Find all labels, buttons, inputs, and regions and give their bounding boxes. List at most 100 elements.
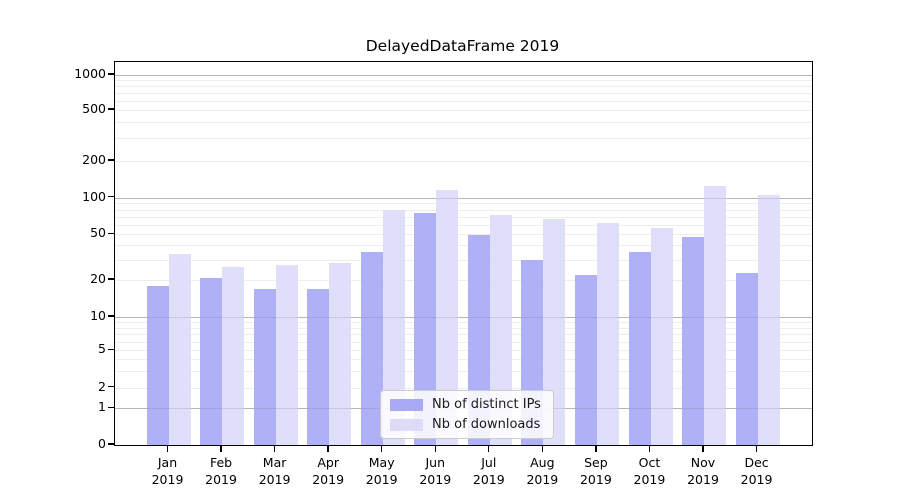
x-tick-label: Nov 2019 (676, 454, 730, 488)
bar-nb-of-downloads-jan (168, 253, 191, 445)
x-tick-year: 2019 (687, 472, 719, 487)
gridline-minor (115, 86, 812, 88)
y-tick-label: 5 (98, 341, 106, 357)
x-tick-label: Apr 2019 (301, 454, 355, 488)
x-tick-month: May (368, 455, 395, 470)
x-tick-month: Dec (744, 455, 769, 470)
gridline-minor (115, 234, 812, 236)
gridline-minor (115, 122, 812, 124)
bar-nb-of-downloads-nov (704, 185, 726, 445)
bar-nb-of-distinct-ips-mar (253, 288, 276, 445)
legend-label-downloads: Nb of downloads (432, 417, 541, 432)
plot-area (114, 61, 813, 446)
x-tick-label: Dec 2019 (730, 454, 784, 488)
legend-item-downloads: Nb of downloads (390, 417, 541, 432)
y-tick-mark (108, 196, 114, 198)
x-tick-year: 2019 (526, 472, 559, 487)
x-tick-mark (541, 445, 544, 452)
y-tick-mark (108, 232, 114, 234)
gridline-minor (115, 371, 812, 373)
gridline-minor (115, 110, 812, 111)
x-tick-year: 2019 (419, 472, 452, 487)
gridline-minor (115, 216, 812, 218)
x-tick-mark (595, 445, 597, 452)
bar-nb-of-downloads-dec (757, 195, 780, 445)
x-tick-month: Feb (209, 455, 233, 470)
x-tick-year: 2019 (151, 472, 184, 487)
x-tick-month: Mar (262, 455, 287, 470)
gridline-minor (115, 203, 812, 205)
x-tick-mark (702, 445, 704, 452)
y-tick-label: 1000 (74, 66, 106, 81)
gridline-minor (115, 100, 812, 102)
gridline-major-overlay (115, 197, 812, 199)
gridline-major-overlay (115, 75, 812, 76)
x-tick-month: Sep (584, 455, 608, 470)
gridline-minor (115, 350, 812, 352)
y-tick-mark (108, 315, 114, 317)
y-tick-mark (108, 73, 114, 75)
gridline-major (115, 197, 812, 199)
x-tick-mark (327, 445, 329, 452)
legend: Nb of distinct IPs Nb of downloads (380, 390, 554, 439)
y-tick-mark (108, 159, 114, 161)
bar-nb-of-downloads-apr (329, 263, 352, 445)
x-tick-year: 2019 (740, 472, 773, 487)
gridline-major (115, 75, 812, 76)
x-tick-month: Apr (317, 455, 339, 470)
x-tick-month: Aug (530, 455, 555, 470)
x-tick-mark (273, 445, 276, 452)
x-tick-label: Aug 2019 (515, 454, 569, 488)
gridline-minor (115, 259, 812, 261)
x-tick-year: 2019 (312, 472, 345, 487)
x-tick-label: Mar 2019 (248, 454, 302, 488)
bar-nb-of-downloads-may (382, 209, 405, 445)
bar-nb-of-distinct-ips-feb (200, 277, 222, 445)
gridline-minor (115, 161, 812, 162)
x-tick-year: 2019 (579, 472, 612, 487)
bar-nb-of-downloads-jun (436, 190, 459, 445)
x-tick-label: Jun 2019 (408, 454, 462, 488)
x-tick-mark (648, 445, 651, 452)
y-tick-mark (108, 278, 114, 280)
bar-nb-of-downloads-jul (489, 215, 512, 445)
x-tick-year: 2019 (205, 472, 237, 487)
y-tick-mark (108, 406, 114, 408)
gridline-minor (115, 224, 812, 226)
y-tick-mark (108, 386, 114, 388)
x-tick-label: Oct 2019 (622, 454, 676, 488)
x-tick-month: Oct (638, 455, 661, 470)
bar-nb-of-distinct-ips-apr (307, 288, 330, 445)
x-tick-month: Jul (481, 455, 497, 470)
x-tick-month: Jun (425, 455, 446, 470)
y-tick-label: 20 (90, 271, 106, 286)
bar-nb-of-distinct-ips-nov (682, 237, 704, 445)
gridline-minor (115, 245, 812, 247)
x-tick-label: Feb 2019 (194, 454, 248, 488)
gridline-minor (115, 80, 812, 82)
bar-nb-of-downloads-feb (222, 266, 244, 445)
x-tick-year: 2019 (472, 472, 505, 487)
gridline-minor (115, 138, 812, 140)
y-tick-label: 50 (90, 225, 106, 241)
gridline-major-overlay (115, 317, 812, 318)
y-tick-mark (108, 443, 114, 445)
x-tick-month: Jan (157, 455, 178, 470)
x-tick-mark (488, 445, 490, 452)
x-tick-mark (434, 445, 436, 452)
y-tick-label: 10 (90, 308, 106, 323)
x-tick-year: 2019 (258, 472, 291, 487)
y-tick-mark (108, 348, 114, 350)
x-tick-mark (755, 445, 758, 452)
bar-nb-of-downloads-mar (275, 265, 298, 445)
bar-nb-of-distinct-ips-oct (628, 252, 651, 445)
y-tick-label: 2 (98, 378, 106, 394)
y-tick-label: 1 (98, 399, 106, 415)
gridline-major (115, 317, 812, 318)
x-tick-mark (166, 445, 169, 452)
x-tick-mark (220, 445, 222, 452)
bar-nb-of-downloads-sep (596, 222, 619, 445)
y-tick-label: 100 (82, 188, 106, 204)
x-tick-label: Jan 2019 (141, 454, 195, 488)
